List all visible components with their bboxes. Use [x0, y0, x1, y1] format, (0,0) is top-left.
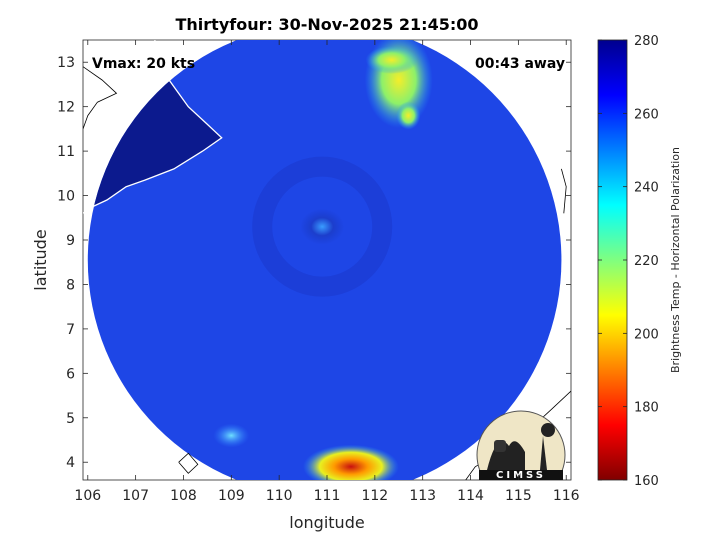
y-tick-label: 4: [66, 455, 75, 471]
x-tick-label: 110: [266, 488, 293, 504]
x-tick-label: 109: [218, 488, 245, 504]
coastline-natuna: [178, 452, 199, 474]
coastline-palawan: [561, 168, 567, 214]
x-tick-label: 115: [505, 488, 532, 504]
coastline-group: [83, 40, 571, 480]
cimss-logo: CIMSS: [476, 410, 566, 481]
feature-northern-warm-area-tail: [396, 101, 421, 130]
feature-group: [213, 40, 433, 480]
y-tick-label: 5: [66, 411, 75, 427]
x-tick-label: 113: [409, 488, 436, 504]
time-away-annotation: 00:43 away: [475, 56, 565, 72]
swath-layer: CIMSS: [83, 40, 571, 481]
feature-southwestern-patch: [213, 423, 250, 448]
swath-disk: [87, 40, 562, 480]
feature-northern-warm-area-top: [365, 46, 418, 74]
x-axis-label: longitude: [289, 513, 364, 532]
y-tick-label: 13: [57, 55, 75, 71]
colorbar-tick-label: 180: [634, 401, 659, 416]
logo-text: CIMSS: [496, 470, 546, 481]
x-tick-label: 108: [170, 488, 197, 504]
colorbar-tick-label: 260: [634, 107, 659, 122]
eye-ring: [252, 156, 393, 297]
y-axis: 4 5 6 7 8 9 10 11 12 13: [57, 55, 571, 471]
feature-storm-center: [300, 208, 345, 245]
y-axis-label: latitude: [31, 229, 50, 290]
x-tick-label: 114: [457, 488, 484, 504]
x-tick-label: 112: [361, 488, 388, 504]
colorbar-tick-label: 200: [634, 327, 659, 342]
colorbar-tick-label: 240: [634, 181, 659, 196]
x-tick-label: 116: [553, 488, 580, 504]
coastline-outer: [83, 66, 118, 130]
coastline-vietnam: [83, 40, 223, 214]
y-tick-label: 9: [66, 233, 75, 249]
y-tick-label: 8: [66, 277, 75, 293]
feature-southern-warm-area: [302, 444, 399, 480]
colorbar-tick-label: 160: [634, 474, 659, 489]
vmax-annotation: Vmax: 20 kts: [92, 56, 195, 72]
y-tick-label: 6: [66, 366, 75, 382]
y-tick-label: 10: [57, 189, 75, 205]
colorbar-label: Brightness Temp - Horizontal Polarizatio…: [669, 147, 682, 373]
colorbar-tick-label: 220: [634, 254, 659, 269]
colorbar-tick-label: 280: [634, 34, 659, 49]
y-tick-label: 11: [57, 144, 75, 160]
y-tick-label: 7: [66, 322, 75, 338]
x-axis: 106 107 108 109 110 111 112 113 114 115 116: [74, 40, 580, 504]
y-tick-label: 12: [57, 100, 75, 116]
x-tick-label: 111: [314, 488, 341, 504]
colorbar: [597, 39, 628, 481]
chart-title: Thirtyfour: 30-Nov-2025 21:45:00: [175, 15, 478, 34]
x-tick-label: 106: [74, 488, 101, 504]
colorbar-ticks: 280 260 240 220 200 180 160: [598, 34, 659, 489]
x-tick-label: 107: [122, 488, 149, 504]
